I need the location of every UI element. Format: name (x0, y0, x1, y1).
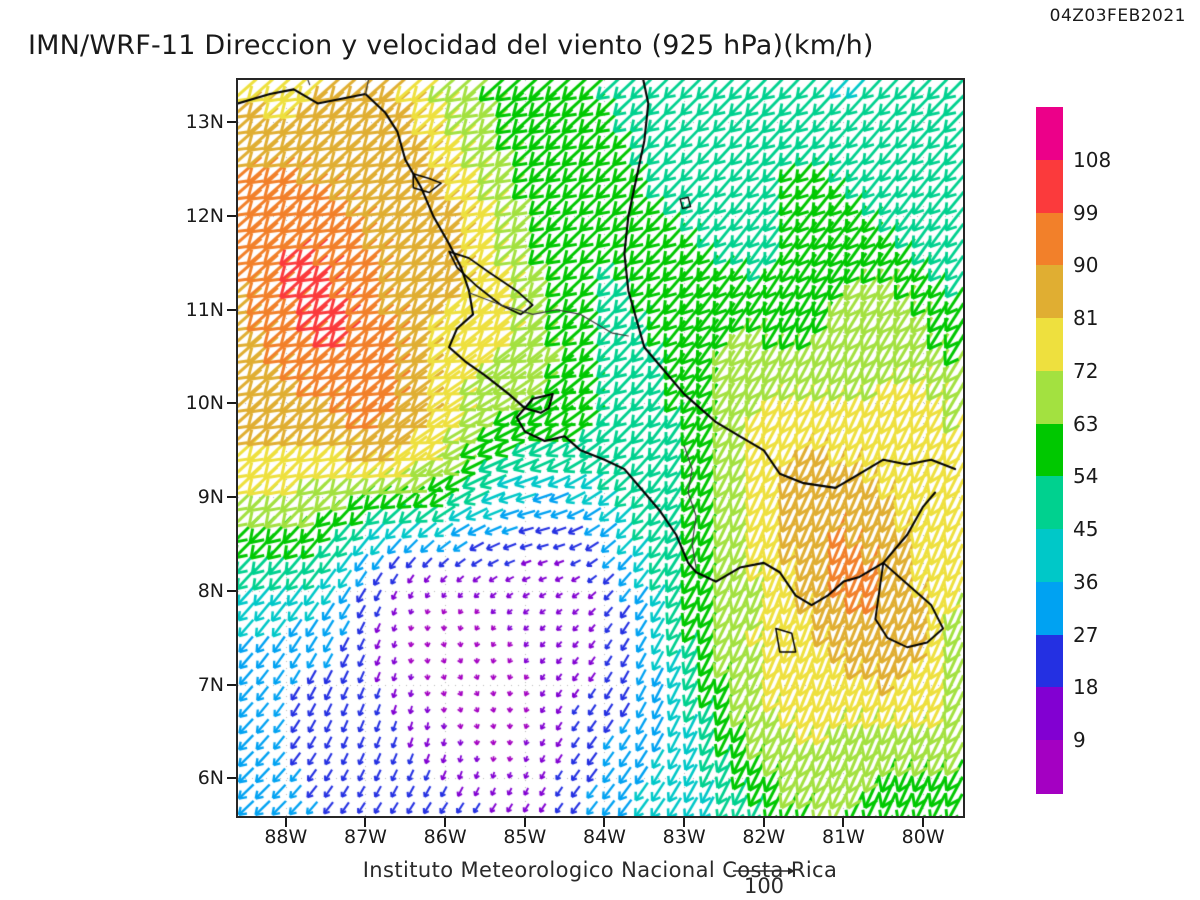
x-axis-tick-label: 81W (822, 826, 865, 848)
y-axis-tick-mark (227, 402, 236, 405)
y-axis-tick-label: 13N (185, 111, 224, 134)
colorbar-tick-label: 90 (1073, 253, 1099, 278)
colorbar-band (1036, 370, 1063, 425)
colorbar-tick-label: 108 (1073, 147, 1112, 172)
x-axis-tick-mark (922, 818, 925, 827)
colorbar-band (1036, 212, 1063, 266)
colorbar-tick-label: 27 (1073, 622, 1099, 647)
y-axis-tick-mark (227, 777, 236, 780)
y-axis-tick-label: 11N (185, 298, 224, 321)
y-axis-tick-mark (227, 496, 236, 499)
institution-credit: Instituto Meteorologico Nacional Costa R… (362, 858, 838, 882)
x-axis-tick-mark (683, 818, 686, 827)
colorbar-tick-label: 9 (1073, 728, 1086, 753)
x-axis-tick-label: 83W (662, 826, 706, 848)
x-axis-tick-mark (842, 818, 845, 827)
y-axis-tick-label: 8N (197, 579, 224, 602)
y-axis-tick-mark (227, 214, 236, 217)
x-axis-tick-label: 86W (423, 826, 467, 848)
colorbar-tick-label: 18 (1073, 675, 1099, 700)
wind-vector-field-canvas (238, 80, 963, 816)
x-axis-tick-mark (762, 818, 765, 827)
reference-vector-arrow (733, 867, 795, 875)
colorbar-tick-label: 45 (1073, 517, 1099, 542)
x-axis-tick-mark (603, 818, 606, 827)
y-axis-tick-mark (227, 683, 236, 686)
colorbar-band (1036, 107, 1063, 161)
y-axis-tick-label: 12N (185, 204, 224, 227)
colorbar-band (1036, 529, 1063, 583)
colorbar-band (1036, 476, 1063, 530)
colorbar-band (1036, 634, 1063, 689)
x-axis-tick-label: 87W (343, 826, 387, 848)
x-axis-tick-label: 88W (264, 826, 308, 848)
colorbar-band (1036, 159, 1063, 214)
x-axis-tick-mark (284, 818, 287, 827)
x-axis-tick-mark (523, 818, 526, 827)
colorbar-tick-label: 54 (1073, 464, 1099, 489)
y-axis-tick-label: 9N (197, 486, 224, 509)
colorbar-band (1036, 581, 1063, 636)
y-axis-tick-mark (227, 589, 236, 592)
colorbar-band (1036, 423, 1063, 477)
y-axis-tick-mark (227, 308, 236, 311)
x-axis-tick-label: 82W (742, 826, 786, 848)
x-axis-tick-mark (444, 818, 447, 827)
colorbar-tick-label: 63 (1073, 411, 1099, 436)
y-axis-tick-mark (227, 121, 236, 124)
y-axis-tick-label: 6N (197, 767, 224, 790)
x-axis-tick-label: 84W (582, 826, 626, 848)
colorbar-band (1036, 740, 1063, 794)
colorbar-tick-label: 72 (1073, 358, 1099, 383)
colorbar-tick-label: 36 (1073, 569, 1099, 594)
y-axis-tick-label: 10N (185, 392, 224, 415)
colorbar-band (1036, 318, 1063, 372)
x-axis-tick-label: 80W (901, 826, 945, 848)
colorbar-tick-label: 99 (1073, 200, 1099, 225)
colorbar-band (1036, 687, 1063, 741)
y-axis-tick-label: 7N (197, 673, 224, 696)
page-title: IMN/WRF-11 Direccion y velocidad del vie… (28, 30, 874, 61)
x-axis-tick-mark (364, 818, 367, 827)
colorbar-tick-label: 81 (1073, 306, 1099, 331)
reference-vector-label: 100 (743, 874, 785, 898)
x-axis-tick-label: 85W (503, 826, 547, 848)
map-plot-area (236, 78, 965, 818)
colorbar-band (1036, 265, 1063, 319)
forecast-timestamp: 04Z03FEB2021 (1049, 6, 1186, 26)
speed-colorbar (1036, 107, 1063, 794)
